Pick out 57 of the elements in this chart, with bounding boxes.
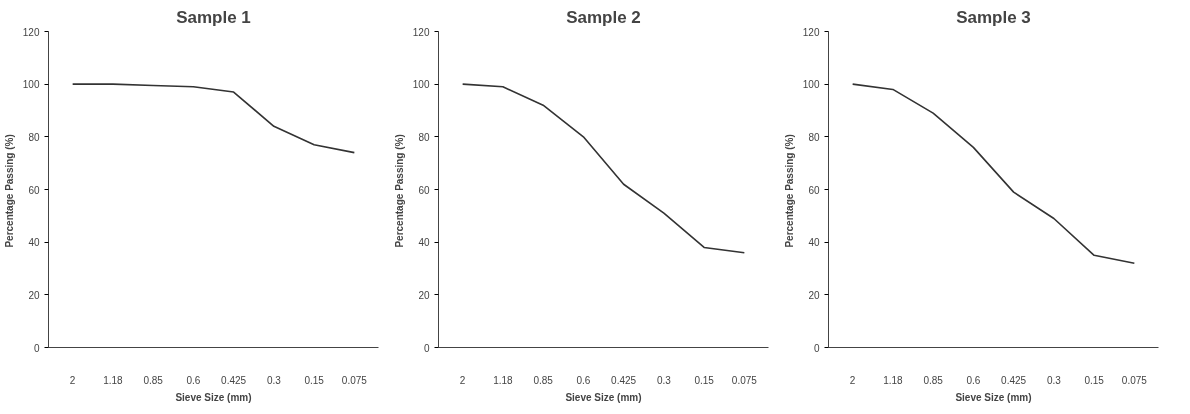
y-axis-title: Percentage Passing (%) [3, 134, 15, 248]
y-tick-label: 100 [412, 79, 430, 91]
line-series [851, 83, 1136, 265]
x-tick-label: 0.15 [1084, 374, 1105, 386]
x-tick-label: 0.6 [186, 374, 201, 386]
y-axis-title: Percentage Passing (%) [393, 134, 405, 248]
chart-title: Sample 3 [956, 7, 1031, 27]
x-tick-label: 0.85 [923, 374, 944, 386]
y-tick-label: 80 [808, 131, 820, 143]
x-tick-label: 0.85 [143, 374, 164, 386]
x-tick-label: 0.15 [694, 374, 715, 386]
y-tick-label: 60 [418, 184, 430, 196]
x-tick-label: 0.85 [533, 374, 554, 386]
y-tick-label: 120 [802, 26, 820, 38]
y-tick-label: 0 [813, 342, 820, 354]
x-tick-label: 1.18 [103, 374, 124, 386]
x-tick-label: 0.075 [1121, 374, 1148, 386]
x-axis-title: Sieve Size (mm) [955, 391, 1032, 403]
x-tick-label: 1.18 [883, 374, 904, 386]
x-axis-title: Sieve Size (mm) [565, 391, 642, 403]
y-tick-label: 20 [418, 289, 430, 301]
x-tick-label: 2 [849, 374, 856, 386]
y-tick-label: 40 [418, 237, 430, 249]
y-tick-label: 20 [808, 289, 820, 301]
y-tick-label: 100 [802, 79, 820, 91]
x-tick-label: 1.18 [493, 374, 514, 386]
chart-title: Sample 1 [176, 7, 251, 27]
x-tick-label: 0.075 [731, 374, 758, 386]
x-axis-title: Sieve Size (mm) [175, 391, 252, 403]
y-tick-label: 120 [412, 26, 430, 38]
y-tick-label: 80 [418, 131, 430, 143]
x-tick-label: 2 [459, 374, 466, 386]
x-tick-label: 0.15 [304, 374, 325, 386]
chart-title: Sample 2 [566, 7, 641, 27]
x-tick-label: 0.3 [656, 374, 672, 386]
y-tick-label: 40 [808, 237, 820, 249]
x-tick-label: 0.425 [221, 374, 247, 386]
y-tick-label: 60 [28, 184, 40, 196]
x-tick-label: 2 [69, 374, 76, 386]
x-tick-label: 0.3 [266, 374, 282, 386]
line-series [71, 83, 356, 154]
x-tick-label: 0.6 [576, 374, 591, 386]
x-tick-label: 0.075 [341, 374, 368, 386]
y-axis-title: Percentage Passing (%) [783, 134, 795, 248]
y-tick-label: 80 [28, 131, 40, 143]
y-tick-label: 20 [28, 289, 40, 301]
x-tick-label: 0.3 [1046, 374, 1062, 386]
y-tick-label: 100 [22, 79, 40, 91]
x-tick-label: 0.425 [1001, 374, 1027, 386]
y-tick-label: 40 [28, 237, 40, 249]
y-tick-label: 0 [423, 342, 430, 354]
line-series [461, 83, 746, 254]
y-tick-label: 0 [33, 342, 40, 354]
y-tick-label: 60 [808, 184, 820, 196]
y-tick-label: 120 [22, 26, 40, 38]
x-tick-label: 0.425 [611, 374, 637, 386]
x-tick-label: 0.6 [966, 374, 981, 386]
